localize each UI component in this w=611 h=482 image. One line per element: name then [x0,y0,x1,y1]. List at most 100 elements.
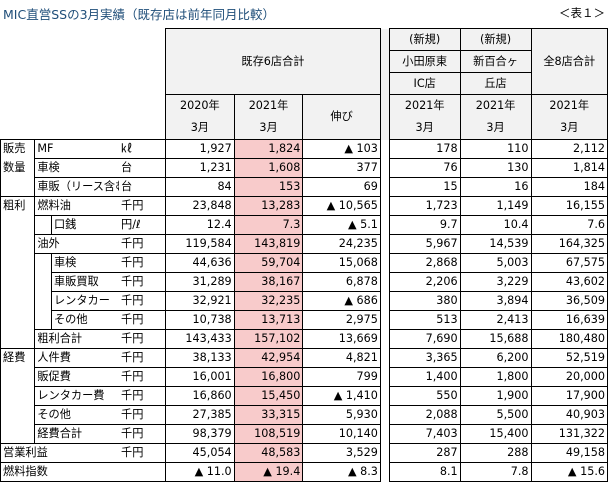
value-2020: 16,860 [165,386,235,406]
value-2020: 31,289 [165,272,235,292]
odawara-value: 76 [388,158,461,178]
value-2021: 59,704 [233,253,304,273]
total-value: 40,903 [530,405,608,425]
growth-value: ▲ 10,565 [302,196,381,216]
value-2020: 84 [165,177,235,197]
shinyuri-value: 3,229 [459,272,532,292]
shinyuri-value: 130 [459,158,532,178]
column-gap [379,139,390,159]
total8-header: 全8店合計 [530,28,608,95]
table-row: 販促費 千円 16,001 16,800 799 1,400 1,800 20,… [0,367,608,387]
row-label: その他 [50,310,119,330]
unit-cell [119,462,167,482]
category-cell [0,272,36,292]
odawara-value: 1,723 [388,196,461,216]
value-2021: 42,954 [233,348,304,368]
table-label: ＜表１＞ [559,6,605,20]
category-cell [0,234,36,254]
table-row: 経費合計 千円 98,379 108,519 10,140 7,403 15,4… [0,424,608,444]
col-2020-year: 2020年 [165,94,235,117]
indent-cell [34,291,52,311]
shinyuri-value: 1,800 [459,367,532,387]
odawara-value: 2,868 [388,253,461,273]
unit-cell: 台 [119,177,167,197]
odawara-value: 287 [388,443,461,463]
column-gap [379,234,390,254]
odawara-value: 3,365 [388,348,461,368]
growth-value: ▲ 8.3 [302,462,381,482]
growth-value: 3,529 [302,443,381,463]
column-gap [379,329,390,349]
odawara-value: 5,967 [388,234,461,254]
value-2020: 1,927 [165,139,235,159]
category-cell [0,310,36,330]
table-row: 口銭 円/ℓ 12.4 7.3 ▲ 5.1 9.7 10.4 7.6 [0,215,608,235]
row-label: 車検 [34,158,119,178]
value-2021: 32,235 [233,291,304,311]
category-cell [0,215,36,235]
unit-cell: 円/ℓ [119,215,167,235]
value-2021: 1,608 [233,158,304,178]
value-2021: 7.3 [233,215,304,235]
growth-value: 10,140 [302,424,381,444]
total-value: 17,900 [530,386,608,406]
growth-value: 799 [302,367,381,387]
category-cell: 粗利 [0,196,36,216]
table-row: その他 千円 27,385 33,315 5,930 2,088 5,500 4… [0,405,608,425]
indent-cell [34,253,52,273]
total-value: 43,602 [530,272,608,292]
shinyuri-value: 2,413 [459,310,532,330]
odawara-value: 8.1 [388,462,461,482]
value-2020: 143,433 [165,329,235,349]
indent-cell [34,215,52,235]
header-row-2: 小田原東 新百合ヶ [1,50,608,73]
row-label: 車販（リース含む） [34,177,119,197]
header-row-5: 3月 3月 3月 3月 3月 [1,117,608,140]
column-gap [379,291,390,311]
category-cell [0,367,36,387]
col-shinyuri-year: 2021年 [459,94,532,117]
col-2021-month: 3月 [233,117,304,140]
category-cell [0,424,36,444]
category-cell [0,291,36,311]
unit-cell: 千円 [119,386,167,406]
column-gap [379,405,390,425]
total-value: 7.6 [530,215,608,235]
odawara-value: 15 [388,177,461,197]
shinyuri-header-2: 新百合ヶ [459,50,532,73]
odawara-value: 380 [388,291,461,311]
odawara-value: 2,088 [388,405,461,425]
unit-cell: 千円 [119,291,167,311]
row-label: 車販買取 [50,272,119,292]
category-cell [0,386,36,406]
column-gap [379,196,390,216]
shinyuri-header-3: 丘店 [459,72,532,95]
existing-group-header: 既存6店合計 [165,28,381,95]
row-label: 車検 [50,253,119,273]
growth-value: ▲ 103 [302,139,381,159]
row-label: レンタカー費 [34,386,119,406]
header-blank-2 [0,94,167,140]
value-2020: 45,054 [165,443,235,463]
table-row: 営業利益 千円 45,054 48,583 3,529 287 288 49,1… [0,443,608,463]
total-value: 164,325 [530,234,608,254]
growth-value: 13,669 [302,329,381,349]
row-label: 粗利合計 [34,329,119,349]
col-total-month: 3月 [530,117,608,140]
shinyuri-value: 15,688 [459,329,532,349]
indent-cell [34,272,52,292]
unit-cell: 千円 [119,253,167,273]
value-2021: 48,583 [233,443,304,463]
category-cell [0,329,36,349]
odawara-header-1: (新規) [388,28,461,51]
value-2020: 16,001 [165,367,235,387]
row-label: 口銭 [50,215,119,235]
column-gap [379,386,390,406]
growth-value: 24,235 [302,234,381,254]
category-cell: 販売 [0,139,36,159]
growth-value: 5,930 [302,405,381,425]
shinyuri-value: 14,539 [459,234,532,254]
growth-value: 2,975 [302,310,381,330]
unit-cell: 千円 [119,310,167,330]
growth-value: ▲ 1,410 [302,386,381,406]
